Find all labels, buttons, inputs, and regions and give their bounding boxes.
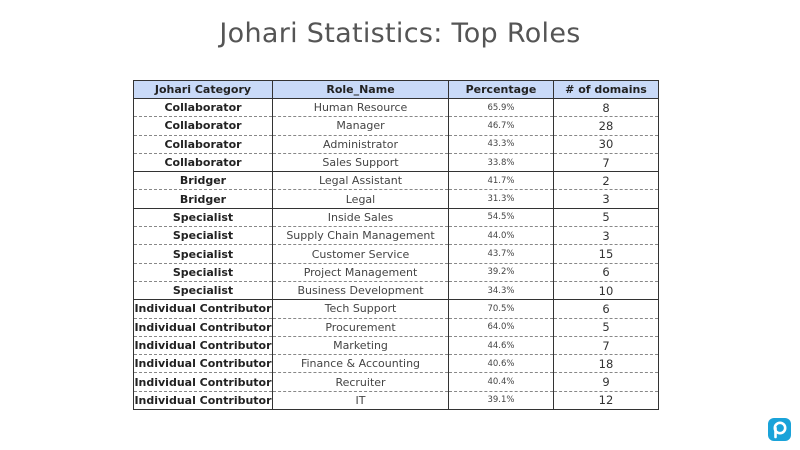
cell-category: Specialist [133,244,273,264]
cell-role-name: Sales Support [272,153,449,173]
cell-category: Collaborator [133,98,273,118]
header-johari-category: Johari Category [133,80,273,99]
cell-role-name: Recruiter [272,372,449,392]
table-row: Individual Contributor Recruiter 40.4% 9 [133,372,659,392]
cell-role-name: Finance & Accounting [272,354,449,374]
cell-domains: 7 [553,336,659,356]
table-row: Specialist Inside Sales 54.5% 5 [133,208,659,228]
cell-role-name: Supply Chain Management [272,226,449,246]
cell-role-name: Human Resource [272,98,449,118]
header-percentage: Percentage [448,80,554,99]
cell-role-name: Business Development [272,281,449,301]
cell-percentage: 65.9% [448,98,554,118]
table-row: Collaborator Human Resource 65.9% 8 [133,98,659,118]
table-row: Individual Contributor Marketing 44.6% 7 [133,336,659,356]
cell-domains: 2 [553,171,659,191]
cell-domains: 3 [553,226,659,246]
table-header-row: Johari Category Role_Name Percentage # o… [133,80,659,99]
cell-role-name: Customer Service [272,244,449,264]
table-row: Specialist Customer Service 43.7% 15 [133,244,659,264]
cell-category: Collaborator [133,153,273,173]
cell-role-name: Tech Support [272,299,449,319]
cell-role-name: Procurement [272,318,449,337]
cell-percentage: 70.5% [448,299,554,319]
table-row: Specialist Business Development 34.3% 10 [133,281,659,301]
cell-role-name: Marketing [272,336,449,356]
cell-category: Individual Contributor [133,318,273,337]
cell-category: Specialist [133,281,273,301]
cell-role-name: IT [272,391,449,411]
cell-category: Individual Contributor [133,354,273,374]
table-row: Collaborator Manager 46.7% 28 [133,116,659,136]
table-row: Collaborator Sales Support 33.8% 7 [133,153,659,173]
cell-percentage: 44.0% [448,226,554,246]
cell-category: Bridger [133,171,273,191]
cell-category: Individual Contributor [133,299,273,319]
cell-domains: 6 [553,299,659,319]
cell-category: Specialist [133,208,273,228]
cell-percentage: 41.7% [448,171,554,191]
cell-category: Bridger [133,189,273,209]
cell-domains: 18 [553,354,659,374]
roles-table: Johari Category Role_Name Percentage # o… [133,80,659,411]
table-row: Bridger Legal 31.3% 3 [133,189,659,209]
cell-role-name: Administrator [272,135,449,154]
cell-percentage: 43.7% [448,244,554,264]
cell-category: Individual Contributor [133,391,273,411]
p-logo-icon[interactable] [768,418,791,441]
table-row: Bridger Legal Assistant 41.7% 2 [133,171,659,191]
cell-domains: 5 [553,318,659,337]
cell-percentage: 54.5% [448,208,554,228]
table-row: Individual Contributor Finance & Accounti… [133,354,659,374]
cell-percentage: 40.4% [448,372,554,392]
cell-domains: 9 [553,372,659,392]
cell-domains: 8 [553,98,659,118]
cell-domains: 7 [553,153,659,173]
slide-title: Johari Statistics: Top Roles [219,18,581,49]
cell-category: Collaborator [133,116,273,136]
cell-percentage: 43.3% [448,135,554,154]
cell-category: Specialist [133,226,273,246]
cell-domains: 15 [553,244,659,264]
cell-role-name: Project Management [272,263,449,282]
cell-percentage: 39.2% [448,263,554,282]
header-role-name: Role_Name [272,80,449,99]
table-row: Individual Contributor Tech Support 70.5% 6 [133,299,659,319]
table-row: Individual Contributor Procurement 64.0% 5 [133,318,659,337]
cell-domains: 10 [553,281,659,301]
table-row: Individual Contributor IT 39.1% 12 [133,391,659,411]
cell-domains: 28 [553,116,659,136]
cell-role-name: Legal [272,189,449,209]
cell-percentage: 34.3% [448,281,554,301]
cell-role-name: Legal Assistant [272,171,449,191]
cell-percentage: 33.8% [448,153,554,173]
cell-percentage: 31.3% [448,189,554,209]
cell-domains: 3 [553,189,659,209]
cell-percentage: 39.1% [448,391,554,411]
cell-category: Specialist [133,263,273,282]
table-row: Specialist Supply Chain Management 44.0% 3 [133,226,659,246]
cell-domains: 5 [553,208,659,228]
cell-category: Individual Contributor [133,336,273,356]
cell-percentage: 46.7% [448,116,554,136]
header-domains: # of domains [553,80,659,99]
cell-role-name: Manager [272,116,449,136]
cell-category: Collaborator [133,135,273,154]
table-row: Collaborator Administrator 43.3% 30 [133,135,659,154]
table-row: Specialist Project Management 39.2% 6 [133,263,659,282]
cell-domains: 30 [553,135,659,154]
cell-domains: 12 [553,391,659,411]
cell-role-name: Inside Sales [272,208,449,228]
cell-domains: 6 [553,263,659,282]
cell-percentage: 64.0% [448,318,554,337]
cell-percentage: 44.6% [448,336,554,356]
cell-category: Individual Contributor [133,372,273,392]
cell-percentage: 40.6% [448,354,554,374]
